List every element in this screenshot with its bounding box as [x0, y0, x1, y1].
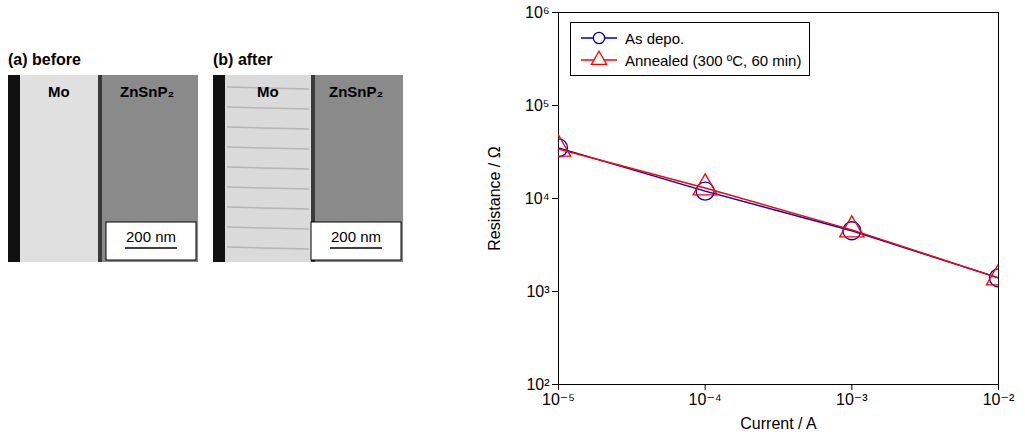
svg-text:Mo: Mo — [257, 83, 279, 100]
svg-text:10⁻³: 10⁻³ — [836, 391, 868, 408]
svg-text:10⁶: 10⁶ — [525, 4, 549, 21]
svg-text:10³: 10³ — [526, 283, 550, 300]
svg-text:10⁻⁵: 10⁻⁵ — [542, 391, 575, 408]
svg-text:ZnSnP₂: ZnSnP₂ — [120, 83, 174, 100]
svg-text:10⁻⁴: 10⁻⁴ — [689, 391, 722, 408]
svg-text:Resistance / Ω: Resistance / Ω — [486, 146, 503, 250]
svg-text:Current / A: Current / A — [740, 415, 817, 432]
svg-text:(a) before: (a) before — [8, 51, 81, 68]
svg-text:(b) after: (b) after — [213, 51, 273, 68]
svg-text:10⁻²: 10⁻² — [983, 391, 1015, 408]
svg-text:ZnSnP₂: ZnSnP₂ — [329, 83, 383, 100]
html-text:Annealed (300 ºC, 60 min): Annealed (300 ºC, 60 min) — [625, 51, 802, 69]
svg-text:10²: 10² — [526, 375, 550, 393]
svg-text:10⁴: 10⁴ — [525, 190, 550, 207]
svg-text:200 nm: 200 nm — [331, 228, 381, 245]
html-text:As depo.: As depo. — [625, 29, 685, 47]
svg-text:200 nm: 200 nm — [126, 228, 176, 245]
svg-text:Mo: Mo — [48, 83, 70, 100]
svg-text:10⁵: 10⁵ — [525, 97, 549, 114]
